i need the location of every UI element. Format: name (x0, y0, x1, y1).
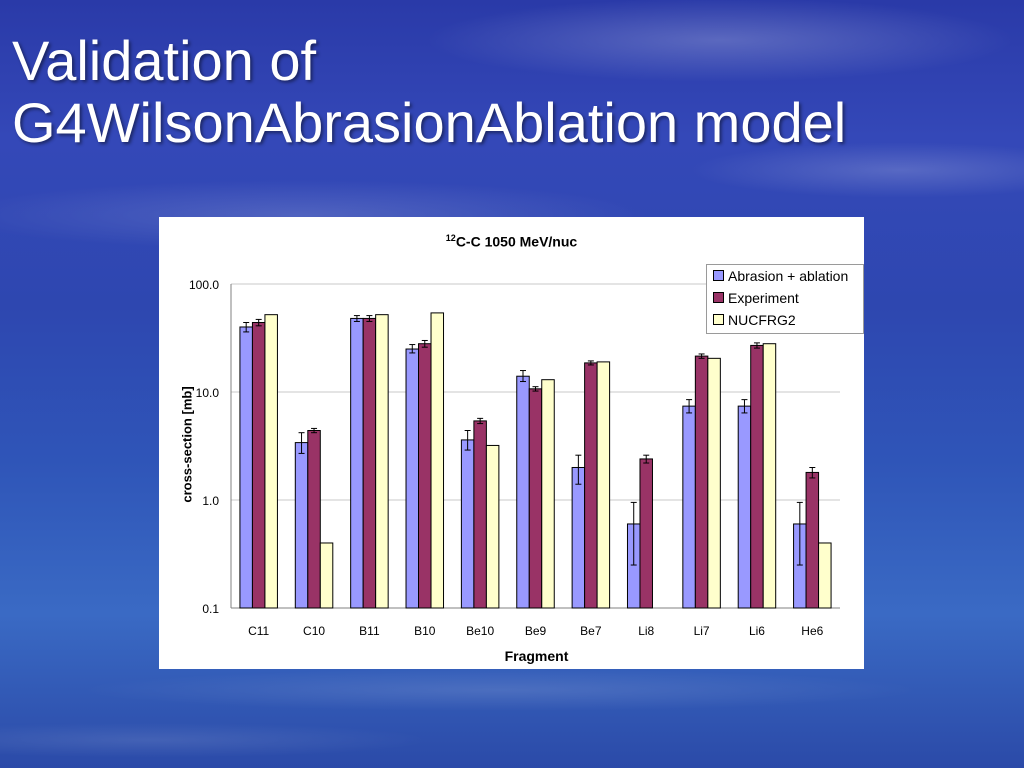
bar (251, 322, 266, 609)
bar (571, 466, 586, 609)
bar (805, 471, 820, 609)
bar (418, 343, 432, 609)
y-tick-label: 100.0 (189, 278, 219, 292)
slide-title-line1: Validation of (12, 29, 317, 92)
bar (596, 361, 611, 609)
chart-panel: 0.1 1.0 10.0 100.0 C11 C10 B11 B10 Be10 Be9 Be7 Li8… (159, 217, 864, 669)
bar (485, 444, 500, 609)
bar (239, 326, 253, 609)
x-tick-label: Be9 (525, 624, 547, 638)
legend-label: Experiment (728, 290, 799, 306)
bar (460, 439, 475, 609)
bar (541, 379, 555, 609)
legend-swatch (713, 314, 724, 325)
x-tick-label: Be10 (466, 624, 494, 638)
bar (473, 420, 487, 609)
chart-title-superscript: 12 (445, 233, 456, 243)
y-axis-label: cross-section [mb] (179, 386, 195, 503)
bar (430, 312, 445, 609)
bar (818, 542, 832, 609)
chart-plot: 0.1 1.0 10.0 100.0 C11 C10 B11 B10 Be10 Be9 Be7 Li8… (189, 278, 840, 638)
bar (750, 344, 764, 609)
legend-swatch (713, 292, 724, 303)
bar (762, 343, 777, 609)
x-tick-label: Li7 (694, 624, 710, 638)
bar (319, 542, 334, 609)
legend-swatch (713, 270, 724, 281)
slide-title: Validation of G4WilsonAbrasionAblation m… (12, 30, 1012, 154)
x-tick-label: B11 (359, 624, 380, 638)
x-tick-label: Li6 (749, 624, 765, 638)
legend-item-experiment: Experiment (713, 290, 799, 310)
bar (350, 317, 364, 609)
bar (528, 388, 543, 609)
legend-label: Abrasion + ablation (728, 268, 849, 284)
bar (362, 317, 377, 609)
x-tick-label: C10 (303, 624, 325, 638)
y-tick-label: 1.0 (202, 494, 219, 508)
bar (307, 430, 321, 609)
legend-label: NUCFRG2 (728, 312, 796, 328)
bar (264, 314, 278, 609)
x-tick-label: B10 (414, 624, 436, 638)
legend-item-abrasion: Abrasion + ablation (713, 268, 848, 288)
bar (694, 355, 709, 609)
x-tick-label: C11 (248, 624, 269, 638)
bar (707, 357, 721, 609)
bar (516, 375, 530, 609)
x-tick-label: Li8 (638, 624, 654, 638)
bar (405, 348, 420, 609)
bar (375, 314, 389, 609)
y-tick-label: 10.0 (196, 386, 220, 400)
slide-title-line2: G4WilsonAbrasionAblation model (12, 91, 847, 154)
bar (584, 362, 598, 609)
bar (639, 458, 653, 609)
bar (294, 442, 309, 609)
chart-title-text: C-C 1050 MeV/nuc (455, 233, 578, 250)
x-tick-label: Be7 (580, 624, 602, 638)
x-tick-label: He6 (801, 624, 823, 638)
chart-legend: Abrasion + ablation Experiment NUCFRG2 (706, 264, 864, 334)
chart-title: 12C-C 1050 MeV/nuc (159, 233, 864, 250)
bar (682, 405, 696, 609)
bar (737, 405, 752, 609)
x-axis-label: Fragment (504, 648, 569, 664)
legend-item-nucfrg2: NUCFRG2 (713, 312, 796, 332)
y-tick-label: 0.1 (202, 602, 219, 616)
